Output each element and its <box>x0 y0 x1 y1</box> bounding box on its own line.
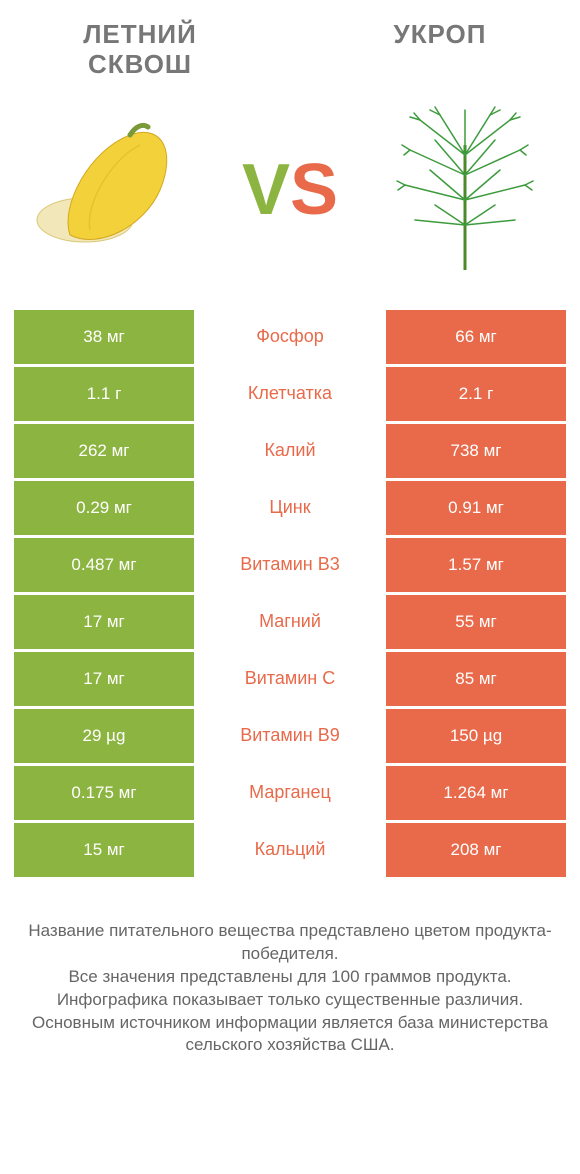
left-value: 29 µg <box>14 709 194 763</box>
table-row: 38 мгФосфор66 мг <box>14 310 566 364</box>
left-value: 17 мг <box>14 652 194 706</box>
left-value: 17 мг <box>14 595 194 649</box>
footnote-line: Инфографика показывает только существенн… <box>57 990 523 1009</box>
table-row: 29 µgВитамин B9150 µg <box>14 709 566 763</box>
right-value: 0.91 мг <box>386 481 566 535</box>
right-value: 1.57 мг <box>386 538 566 592</box>
table-row: 1.1 гКлетчатка2.1 г <box>14 367 566 421</box>
vs-label: VS <box>242 154 338 226</box>
left-value: 15 мг <box>14 823 194 877</box>
table-row: 0.29 мгЦинк0.91 мг <box>14 481 566 535</box>
nutrient-label: Фосфор <box>194 310 386 364</box>
vs-s: S <box>290 154 338 226</box>
left-value: 1.1 г <box>14 367 194 421</box>
right-food-title: УКРОП <box>330 20 550 80</box>
nutrient-label: Клетчатка <box>194 367 386 421</box>
comparison-table: 38 мгФосфор66 мг1.1 гКлетчатка2.1 г262 м… <box>0 310 580 877</box>
left-value: 0.487 мг <box>14 538 194 592</box>
right-value: 66 мг <box>386 310 566 364</box>
left-value: 262 мг <box>14 424 194 478</box>
dill-icon <box>380 105 550 275</box>
nutrient-label: Магний <box>194 595 386 649</box>
nutrient-label: Витамин B3 <box>194 538 386 592</box>
right-value: 208 мг <box>386 823 566 877</box>
footnote-line: Название питательного вещества представл… <box>28 921 551 963</box>
right-value: 85 мг <box>386 652 566 706</box>
footnote-line: Все значения представлены для 100 граммо… <box>68 967 511 986</box>
left-food-title: ЛЕТНИЙ СКВОШ <box>30 20 250 80</box>
footnote: Название питательного вещества представл… <box>0 880 580 1058</box>
table-row: 262 мгКалий738 мг <box>14 424 566 478</box>
right-value: 738 мг <box>386 424 566 478</box>
footnote-line: Основным источником информации является … <box>32 1013 548 1055</box>
table-row: 15 мгКальций208 мг <box>14 823 566 877</box>
nutrient-label: Калий <box>194 424 386 478</box>
right-value: 2.1 г <box>386 367 566 421</box>
table-row: 0.175 мгМарганец1.264 мг <box>14 766 566 820</box>
squash-icon <box>30 105 200 275</box>
header-titles: ЛЕТНИЙ СКВОШ УКРОП <box>0 0 580 80</box>
right-value: 150 µg <box>386 709 566 763</box>
right-value: 1.264 мг <box>386 766 566 820</box>
right-value: 55 мг <box>386 595 566 649</box>
left-value: 38 мг <box>14 310 194 364</box>
nutrient-label: Кальций <box>194 823 386 877</box>
vs-v: V <box>242 154 290 226</box>
images-row: VS <box>0 80 580 310</box>
table-row: 17 мгМагний55 мг <box>14 595 566 649</box>
nutrient-label: Марганец <box>194 766 386 820</box>
left-value: 0.29 мг <box>14 481 194 535</box>
nutrient-label: Витамин C <box>194 652 386 706</box>
left-value: 0.175 мг <box>14 766 194 820</box>
nutrient-label: Цинк <box>194 481 386 535</box>
table-row: 0.487 мгВитамин B31.57 мг <box>14 538 566 592</box>
table-row: 17 мгВитамин C85 мг <box>14 652 566 706</box>
nutrient-label: Витамин B9 <box>194 709 386 763</box>
